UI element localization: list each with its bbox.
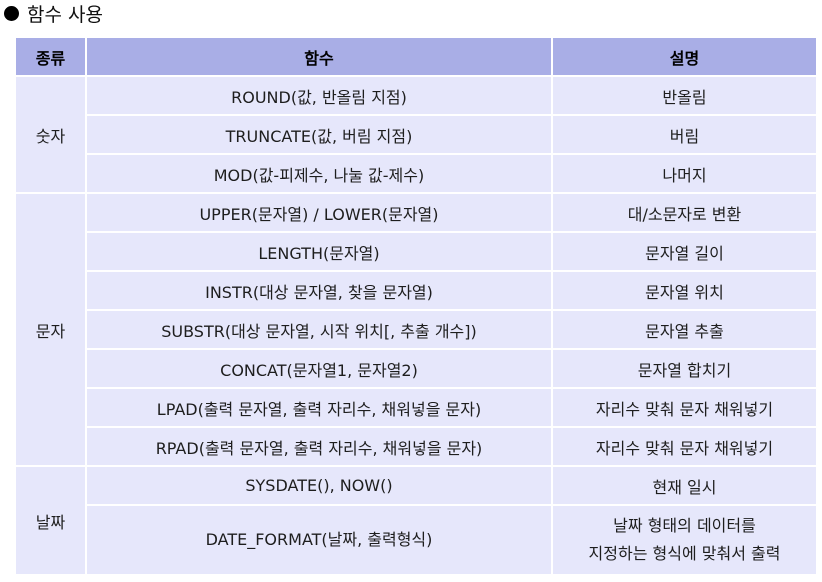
table-row: LPAD(출력 문자열, 출력 자리수, 채워넣을 문자) 자리수 맞춰 문자 채… — [16, 388, 816, 428]
table-row: 날짜 SYSDATE(), NOW() 현재 일시 — [16, 466, 816, 576]
function-cell: SUBSTR(대상 문자열, 시작 위치[, 추출 개수]) — [86, 310, 553, 350]
function-cell: TRUNCATE(값, 버림 지점) — [86, 115, 553, 155]
table-row: SUBSTR(대상 문자열, 시작 위치[, 추출 개수]) 문자열 추출 — [16, 310, 816, 350]
description-line: 대/소문자로 변환 — [627, 204, 742, 224]
description-cell: 자리수 맞춰 문자 채워넣기 — [552, 427, 816, 467]
function-cell: RPAD(출력 문자열, 출력 자리수, 채워넣을 문자) — [86, 427, 553, 467]
type-cell: 날짜 — [16, 466, 87, 576]
table-row: LENGTH(문자열) 문자열 길이 — [16, 232, 816, 272]
function-cell: LENGTH(문자열) — [86, 232, 553, 272]
table-row: CONCAT(문자열1, 문자열2) 문자열 합치기 — [16, 349, 816, 389]
function-cell: LPAD(출력 문자열, 출력 자리수, 채워넣을 문자) — [86, 388, 553, 428]
function-cell: UPPER(문자열) / LOWER(문자열) — [86, 193, 553, 233]
description-cell: 문자열 위치 — [552, 271, 816, 311]
header-description: 설명 — [552, 38, 816, 77]
function-table: 종류 함수 설명 숫자 ROUND(값, 반올림 지점) 반올림 TRUNCATE(값… — [16, 38, 816, 576]
description-cell: 문자열 길이 — [552, 232, 816, 272]
description-cell: 반올림 — [552, 76, 816, 116]
description-cell: 나머지 — [552, 154, 816, 194]
description-line: 문자열 합치기 — [637, 360, 732, 380]
function-cell: ROUND(값, 반올림 지점) — [86, 76, 553, 116]
description-line: 반올림 — [662, 87, 707, 107]
type-cell: 숫자 — [16, 76, 87, 194]
description-line: 자리수 맞춰 문자 채워넣기 — [595, 399, 774, 419]
table-row: INSTR(대상 문자열, 찾을 문자열) 문자열 위치 — [16, 271, 816, 311]
description-line: 나머지 — [662, 165, 707, 185]
function-cell: DATE_FORMAT(날짜, 출력형식) — [86, 505, 553, 576]
function-cell: SYSDATE(), NOW() — [86, 466, 553, 506]
function-cell: INSTR(대상 문자열, 찾을 문자열) — [86, 271, 553, 311]
type-cell: 문자 — [16, 193, 87, 467]
function-cell: MOD(값-피제수, 나눌 값-제수) — [86, 154, 553, 194]
table-header-row: 종류 함수 설명 — [16, 38, 816, 77]
table-row: 숫자 ROUND(값, 반올림 지점) 반올림 — [16, 76, 816, 194]
description-line: 날짜 형태의 데이터를 — [613, 516, 756, 535]
description-line: 버림 — [669, 126, 700, 146]
description-cell: 문자열 추출 — [552, 310, 816, 350]
description-cell: 대/소문자로 변환 — [552, 193, 816, 233]
section-heading: 함수 사용 — [4, 0, 103, 26]
table-row: RPAD(출력 문자열, 출력 자리수, 채워넣을 문자) 자리수 맞춰 문자 채… — [16, 427, 816, 467]
header-type: 종류 — [16, 38, 87, 77]
description-cell: 자리수 맞춰 문자 채워넣기 — [552, 388, 816, 428]
description-line: 문자열 길이 — [645, 243, 724, 263]
table-row: TRUNCATE(값, 버림 지점) 버림 — [16, 115, 816, 155]
table-row: DATE_FORMAT(날짜, 출력형식) 날짜 형태의 데이터를 지정하는 형식에… — [16, 505, 816, 576]
description-line: 문자열 위치 — [645, 282, 724, 302]
description-line: 지정하는 형식에 맞춰서 출력 — [588, 544, 781, 563]
description-cell: 문자열 합치기 — [552, 349, 816, 389]
description-cell: 현재 일시 — [552, 466, 816, 506]
description-line: 문자열 추출 — [645, 321, 724, 341]
table-row: 문자 UPPER(문자열) / LOWER(문자열) 대/소문자로 변환 — [16, 193, 816, 467]
table-row: MOD(값-피제수, 나눌 값-제수) 나머지 — [16, 154, 816, 194]
description-line: 자리수 맞춰 문자 채워넣기 — [595, 438, 774, 458]
header-function: 함수 — [86, 38, 553, 77]
description-cell: 버림 — [552, 115, 816, 155]
description-line: 현재 일시 — [652, 477, 717, 497]
function-cell: CONCAT(문자열1, 문자열2) — [86, 349, 553, 389]
bullet-icon — [4, 5, 19, 21]
table-body: 숫자 ROUND(값, 반올림 지점) 반올림 TRUNCATE(값, 버림 지점) 버… — [16, 76, 816, 576]
heading-text: 함수 사용 — [27, 3, 103, 26]
